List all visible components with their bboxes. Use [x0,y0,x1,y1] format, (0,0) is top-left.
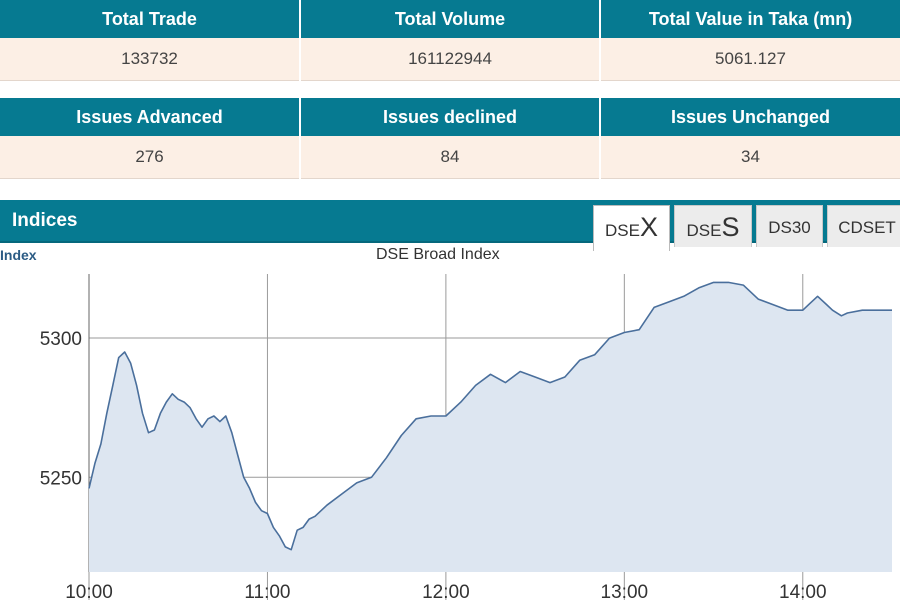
issues-summary-table: Issues Advanced Issues declined Issues U… [0,98,900,179]
issues-advanced-value: 276 [0,136,301,179]
index-series-line [88,281,892,551]
tab-ds30-label: DS30 [768,218,811,237]
x-tick-label: 12:00 [422,582,470,600]
tab-dsex[interactable]: DSEX [593,205,670,251]
issues-unchanged-header: Issues Unchanged [600,98,900,136]
tab-dsex-prefix: DSE [605,221,640,240]
tab-dses[interactable]: DSES [674,205,752,247]
total-volume-header: Total Volume [300,0,601,38]
y-tick-label: 5300 [40,329,82,350]
total-trade-value: 133732 [0,38,301,81]
tab-dses-prefix: DSE [686,221,722,240]
x-tick-label: 14:00 [779,582,827,600]
index-label: Index [0,247,37,263]
tab-cdset-label: CDSET [838,218,896,237]
x-tick-label: 10:00 [65,582,113,600]
market-summary-table: Total Trade Total Volume Total Value in … [0,0,900,81]
x-axis-ticks: 10:00 11:00 12:00 13:00 14:00 [65,582,826,600]
total-value-value: 5061.127 [600,38,900,81]
index-area-fill [89,282,892,572]
index-chart: 5250 5300 10:00 11:00 12:00 13:00 14:00 [40,274,892,600]
issues-declined-value: 84 [300,136,601,179]
issues-advanced-header: Issues Advanced [0,98,301,136]
tab-dsex-suffix: X [639,212,658,242]
x-tick-label: 11:00 [244,582,290,600]
y-tick-label: 5250 [40,468,82,489]
chart-title: DSE Broad Index [376,246,500,263]
tab-cdset[interactable]: CDSET [827,205,900,247]
total-value-header: Total Value in Taka (mn) [600,0,900,38]
issues-declined-header: Issues declined [300,98,601,136]
tab-dses-suffix: S [721,212,740,242]
x-tick-label: 13:00 [601,582,649,600]
indices-title: Indices [12,210,78,231]
total-trade-header: Total Trade [0,0,301,38]
y-axis-ticks: 5250 5300 [40,329,82,489]
tab-ds30[interactable]: DS30 [756,205,823,247]
issues-unchanged-value: 34 [600,136,900,179]
total-volume-value: 161122944 [300,38,601,81]
